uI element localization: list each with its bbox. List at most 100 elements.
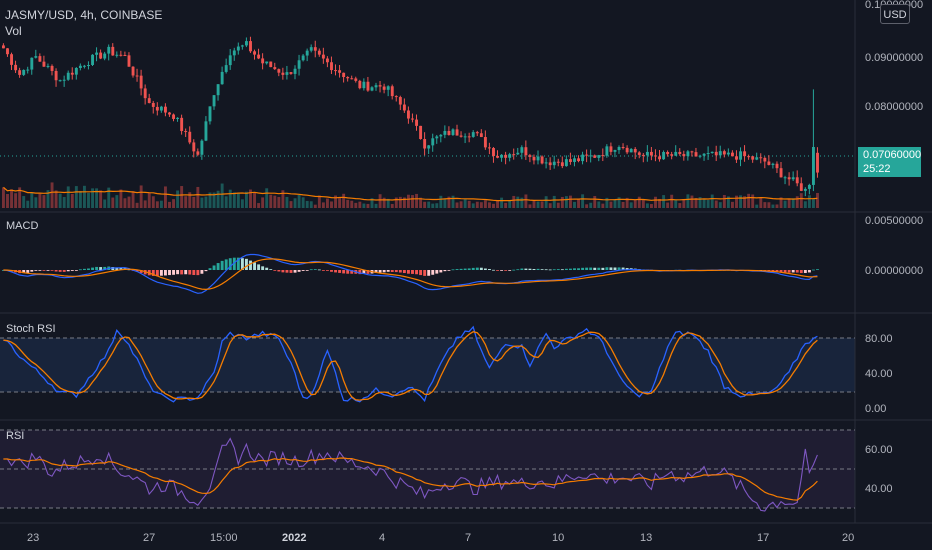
- volume-bar: [184, 196, 188, 208]
- macd-histogram-bar: [172, 270, 175, 275]
- candle-body: [386, 86, 390, 90]
- macd-histogram-bar: [317, 269, 321, 271]
- volume-bar: [289, 201, 293, 208]
- macd-histogram-bar: [540, 269, 544, 271]
- symbol-title[interactable]: JASMY/USD, 4h, COINBASE: [5, 8, 163, 22]
- candle-body: [151, 102, 155, 107]
- macd-signal-line: [3, 258, 818, 291]
- volume-bar: [548, 203, 552, 208]
- candle-body: [682, 154, 686, 157]
- candle-body: [26, 69, 30, 71]
- macd-histogram-bar: [795, 270, 799, 273]
- volume-bar: [228, 189, 232, 208]
- rsi-line: [3, 437, 818, 512]
- candle-body: [492, 148, 495, 157]
- volume-bar: [6, 193, 9, 208]
- volume-bar: [346, 199, 350, 208]
- rsi-pane-label[interactable]: RSI: [6, 430, 25, 442]
- macd-histogram-bar: [496, 270, 499, 271]
- candle-body: [560, 162, 564, 167]
- macd-histogram-bar: [289, 270, 293, 273]
- candle-body: [431, 138, 435, 146]
- macd-histogram-bar: [159, 270, 163, 276]
- volume-bar: [799, 193, 803, 208]
- macd-histogram-bar: [212, 265, 216, 270]
- candle-body: [783, 177, 787, 179]
- candle-body: [338, 70, 342, 73]
- macd-histogram-bar: [155, 270, 159, 277]
- currency-button[interactable]: USD: [880, 4, 910, 24]
- volume-bar: [743, 196, 747, 208]
- macd-histogram-bar: [253, 262, 256, 270]
- volume-label[interactable]: Vol: [5, 24, 22, 38]
- stoch-pane-label[interactable]: Stoch RSI: [6, 323, 56, 335]
- candle-body: [346, 77, 350, 79]
- rsi-tick: 60.00: [865, 444, 893, 456]
- volume-bar: [378, 194, 382, 208]
- volume-bar: [735, 195, 738, 208]
- volume-bar: [103, 199, 107, 208]
- candle-body: [455, 129, 459, 136]
- volume-bar: [451, 195, 455, 208]
- volume-bar: [702, 199, 706, 208]
- volume-bar: [176, 190, 180, 208]
- candle-body: [232, 50, 236, 56]
- macd-histogram-bar: [508, 270, 512, 271]
- candle-body: [747, 156, 751, 158]
- volume-bar: [151, 196, 155, 208]
- volume-bar: [739, 195, 742, 208]
- candle-body: [87, 64, 90, 66]
- macd-histogram-bar: [803, 270, 807, 273]
- volume-bar: [714, 200, 718, 208]
- candle-body: [62, 79, 66, 81]
- volume-bar: [471, 203, 475, 208]
- volume-bar: [795, 196, 799, 208]
- volume-bar: [654, 196, 657, 208]
- candle-body: [601, 155, 605, 157]
- candle-body: [99, 52, 103, 59]
- macd-histogram-bar: [269, 269, 273, 270]
- volume-bar: [273, 195, 277, 208]
- candle-body: [597, 155, 601, 158]
- macd-histogram-bar: [621, 267, 625, 270]
- candle-body: [394, 96, 398, 98]
- candle-body: [111, 46, 115, 56]
- time-tick: 27: [143, 532, 155, 544]
- candle-body: [180, 117, 184, 132]
- volume-bar: [87, 192, 90, 208]
- candle-body: [285, 72, 289, 75]
- candle-body: [58, 80, 62, 82]
- volume-bar: [645, 203, 649, 208]
- candle-body: [407, 110, 410, 119]
- volume-bar: [115, 195, 119, 208]
- macd-histogram-bar: [115, 267, 119, 270]
- macd-histogram-bar: [423, 270, 427, 276]
- volume-bar: [58, 193, 62, 208]
- volume-bar: [50, 182, 54, 208]
- macd-histogram-bar: [326, 270, 329, 271]
- candle-body: [38, 56, 42, 62]
- macd-pane-label[interactable]: MACD: [6, 220, 39, 232]
- volume-bar: [605, 197, 609, 208]
- volume-bar: [281, 190, 285, 208]
- volume-bar: [706, 199, 710, 208]
- volume-bar: [192, 196, 196, 208]
- volume-bar: [394, 197, 398, 208]
- candle-body: [463, 136, 467, 138]
- macd-histogram-bar: [500, 270, 504, 271]
- macd-histogram-bar: [771, 270, 775, 272]
- candle-body: [184, 131, 188, 133]
- candle-body: [658, 156, 661, 160]
- volume-bar: [629, 202, 633, 208]
- candle-body: [479, 133, 483, 138]
- volume-bar: [317, 195, 321, 208]
- macd-histogram-bar: [479, 267, 483, 270]
- volume-bar: [358, 201, 362, 208]
- volume-bar: [95, 188, 99, 208]
- stoch-band: [0, 338, 855, 392]
- candle-countdown: 25:22: [863, 163, 891, 175]
- macd-histogram-bar: [301, 270, 305, 271]
- candle-body: [605, 146, 609, 156]
- candle-body: [50, 65, 54, 71]
